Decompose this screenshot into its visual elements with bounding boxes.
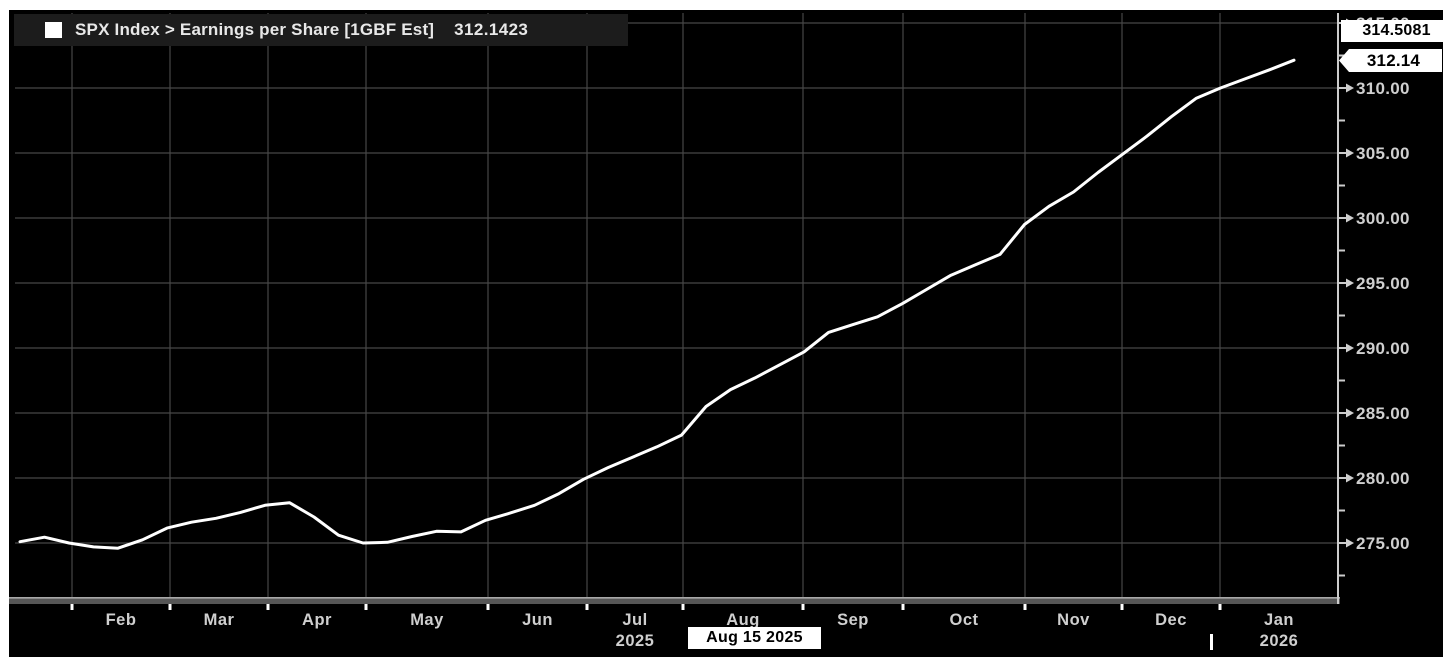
y-tick-arrow-icon — [1346, 278, 1354, 288]
month-label: Aug — [726, 611, 760, 629]
month-label: Jul — [622, 611, 647, 629]
y-tick-label: 295.00 — [1356, 274, 1410, 293]
month-label: Oct — [949, 611, 978, 629]
y-tick-arrow-icon — [1346, 408, 1354, 418]
axis-cursor-marker[interactable] — [1210, 634, 1213, 650]
month-tick — [901, 604, 905, 610]
month-tick — [1120, 604, 1124, 610]
y-tick-label: 300.00 — [1356, 209, 1410, 228]
month-label: May — [410, 611, 444, 629]
y-tick-arrow-icon — [1346, 148, 1354, 158]
month-label: Nov — [1057, 611, 1090, 629]
chart-panel — [9, 10, 1443, 657]
month-label: Dec — [1155, 611, 1187, 629]
month-tick — [364, 604, 368, 610]
month-tick — [168, 604, 172, 610]
y-tick-arrow-icon — [1346, 83, 1354, 93]
month-tick — [801, 604, 805, 610]
y-axis: 275.00 280.00 285.00 290.00 295.00 300.00 305.… — [1337, 13, 1410, 604]
y-tick-label: 290.00 — [1356, 339, 1410, 358]
series-label: SPX Index > Earnings per Share [1GBF Est… — [75, 20, 435, 39]
y-tick-label: 275.00 — [1356, 534, 1410, 553]
crosshair-date-badge: Aug 15 2025 — [688, 627, 821, 649]
month-tick — [585, 604, 589, 610]
month-tick — [1218, 604, 1222, 610]
x-axis-bar — [9, 597, 1340, 604]
y-tick-arrow-icon — [1346, 343, 1354, 353]
month-label: Feb — [106, 611, 137, 629]
month-tick — [681, 604, 685, 610]
y-tick-label: 280.00 — [1356, 469, 1410, 488]
y-tick-arrow-icon — [1346, 473, 1354, 483]
month-tick — [1023, 604, 1027, 610]
y-tick-arrow-icon — [1346, 213, 1354, 223]
gridlines — [15, 13, 1338, 597]
month-tick — [266, 604, 270, 610]
series-marker-icon — [45, 22, 62, 38]
legend-bar[interactable]: SPX Index > Earnings per Share [1GBF Est… — [14, 14, 628, 46]
y-tick-label: 310.00 — [1356, 79, 1410, 98]
month-label: Sep — [837, 611, 869, 629]
y-tick-label: 305.00 — [1356, 144, 1410, 163]
year-label: 2026 — [1260, 632, 1299, 650]
eps-line — [18, 58, 1296, 550]
month-label: Apr — [302, 611, 332, 629]
price-line — [18, 58, 1296, 550]
x-axis: Feb Mar Apr May Jun Jul 2025 Aug Sep Oct Nov Dec Jan… — [9, 596, 1340, 650]
high-value-badge: 314.5081 — [1341, 20, 1452, 42]
month-label: Jun — [522, 611, 553, 629]
month-tick — [486, 604, 490, 610]
y-tick-label: 285.00 — [1356, 404, 1410, 423]
last-price-tag: 312.14 — [1339, 49, 1442, 72]
y-tick-arrow-icon — [1346, 538, 1354, 548]
month-tick — [70, 604, 74, 610]
month-label: Jan — [1264, 611, 1294, 629]
month-label: Mar — [204, 611, 235, 629]
year-label: 2025 — [616, 632, 655, 650]
series-current-value: 312.1423 — [454, 20, 529, 39]
